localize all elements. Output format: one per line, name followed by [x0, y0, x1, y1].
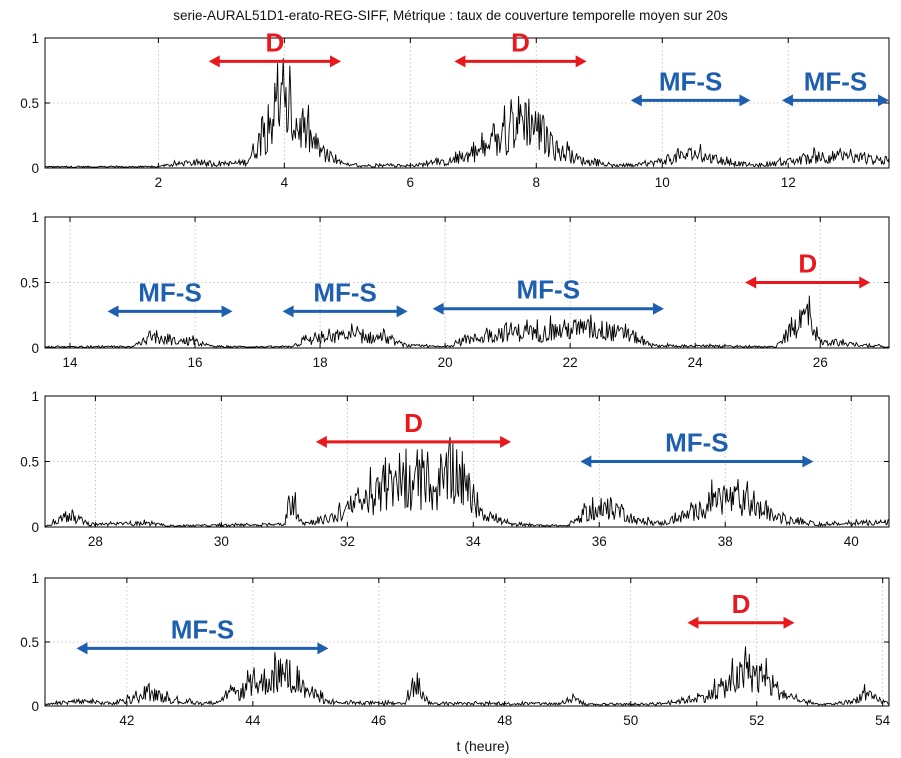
signal-series	[44, 295, 890, 349]
x-tick-label: 10	[655, 175, 670, 190]
annotation-mf-s: MF-S	[107, 277, 233, 318]
x-tick-label: 36	[592, 534, 607, 549]
panel-3: 28 30 32 34 36 38 40 0 0.5 1 D MF-S	[20, 389, 890, 549]
signal-series	[44, 646, 890, 707]
annotation-mf-s: MF-S	[781, 66, 889, 107]
annotation-arrowhead	[454, 55, 466, 68]
annotation-mf-s: MF-S	[76, 614, 329, 655]
x-tick-label: 16	[188, 355, 203, 370]
y-tick-label: 0	[31, 699, 39, 714]
annotation-label: MF-S	[665, 428, 729, 458]
annotation-label: MF-S	[804, 66, 868, 96]
y-tick-label: 0.5	[20, 635, 39, 650]
chart-title: serie-AURAL51D1-erato-REG-SIFF, Métrique…	[173, 8, 728, 23]
signal-series	[44, 436, 890, 528]
annotation-d: D	[208, 27, 342, 68]
x-tick-label: 28	[88, 534, 103, 549]
annotation-arrowhead	[282, 305, 294, 318]
annotation-label: MF-S	[171, 614, 235, 644]
x-tick-label: 52	[749, 713, 764, 728]
x-tick-label: 38	[718, 534, 733, 549]
annotation-arrowhead	[107, 305, 119, 318]
annotation-label: D	[511, 27, 530, 57]
x-axis-label: t (heure)	[457, 738, 510, 754]
x-tick-label: 48	[497, 713, 512, 728]
annotation-label: MF-S	[313, 277, 377, 307]
x-tick-label: 14	[62, 355, 78, 370]
x-tick-label: 30	[214, 534, 229, 549]
y-tick-label: 0	[31, 161, 39, 176]
annotation-arrowhead	[76, 642, 88, 655]
annotation-label: MF-S	[138, 277, 202, 307]
x-tick-label: 20	[438, 355, 453, 370]
annotation-arrowhead	[330, 55, 342, 68]
y-tick-label: 0	[31, 341, 39, 356]
annotation-d: D	[315, 408, 512, 448]
x-tick-label: 44	[245, 713, 261, 728]
annotation-arrowhead	[500, 435, 512, 448]
annotation-arrowhead	[878, 94, 889, 107]
annotation-mf-s: MF-S	[282, 277, 408, 318]
x-tick-label: 40	[844, 534, 859, 549]
annotation-arrowhead	[781, 94, 793, 107]
annotation-d: D	[745, 249, 871, 289]
x-tick-label: 22	[563, 355, 578, 370]
panel-2: 14 16 18 20 22 24 26 0 0.5 1 MF-S MF-S MF-S D	[20, 210, 890, 370]
x-tick-label: 24	[688, 355, 704, 370]
annotation-label: D	[404, 408, 423, 438]
x-tick-label: 12	[781, 175, 796, 190]
y-tick-label: 0.5	[20, 455, 39, 470]
annotation-label: MF-S	[659, 66, 723, 96]
annotation-mf-s: MF-S	[630, 66, 751, 107]
x-tick-label: 6	[407, 175, 415, 190]
y-tick-label: 0.5	[20, 96, 39, 111]
x-tick-label: 26	[813, 355, 828, 370]
annotation-arrowhead	[859, 276, 871, 289]
x-tick-label: 2	[155, 175, 163, 190]
annotation-mf-s: MF-S	[580, 428, 814, 468]
annotation-arrowhead	[315, 435, 327, 448]
x-tick-label: 46	[371, 713, 386, 728]
signal-series	[45, 58, 890, 169]
x-tick-label: 42	[119, 713, 134, 728]
panel-1: 2 4 6 8 10 12 0 0.5 1 D D MF-S MF-S	[20, 27, 890, 190]
annotation-label: D	[732, 589, 751, 619]
annotation-arrowhead	[745, 276, 757, 289]
annotation-label: MF-S	[517, 275, 581, 305]
annotation-arrowhead	[221, 305, 233, 318]
annotation-arrowhead	[396, 305, 408, 318]
annotation-arrowhead	[432, 302, 444, 315]
annotation-mf-s: MF-S	[432, 275, 664, 315]
x-tick-label: 54	[875, 713, 891, 728]
x-tick-label: 50	[623, 713, 638, 728]
annotation-arrowhead	[783, 616, 795, 629]
annotation-arrowhead	[652, 302, 664, 315]
annotation-label: D	[266, 27, 285, 57]
annotation-arrowhead	[630, 94, 642, 107]
annotation-arrowhead	[739, 94, 751, 107]
y-tick-label: 0	[31, 520, 39, 535]
annotation-arrowhead	[208, 55, 220, 68]
x-tick-label: 4	[281, 175, 289, 190]
annotation-arrowhead	[802, 455, 814, 468]
annotation-arrowhead	[687, 616, 699, 629]
x-tick-label: 8	[533, 175, 541, 190]
panel-4: 42 44 46 48 50 52 54 0 0.5 1 MF-S D	[20, 571, 890, 728]
x-tick-label: 18	[313, 355, 328, 370]
y-tick-label: 1	[31, 31, 39, 46]
y-tick-label: 1	[31, 389, 39, 404]
annotation-label: D	[798, 249, 817, 279]
y-tick-label: 1	[31, 571, 39, 586]
x-tick-label: 34	[466, 534, 482, 549]
annotation-arrowhead	[580, 455, 592, 468]
annotation-d: D	[454, 27, 587, 68]
annotation-d: D	[687, 589, 795, 629]
annotation-arrowhead	[317, 642, 329, 655]
annotation-arrowhead	[575, 55, 587, 68]
y-tick-label: 1	[31, 210, 39, 225]
x-tick-label: 32	[340, 534, 355, 549]
y-tick-label: 0.5	[20, 276, 39, 291]
